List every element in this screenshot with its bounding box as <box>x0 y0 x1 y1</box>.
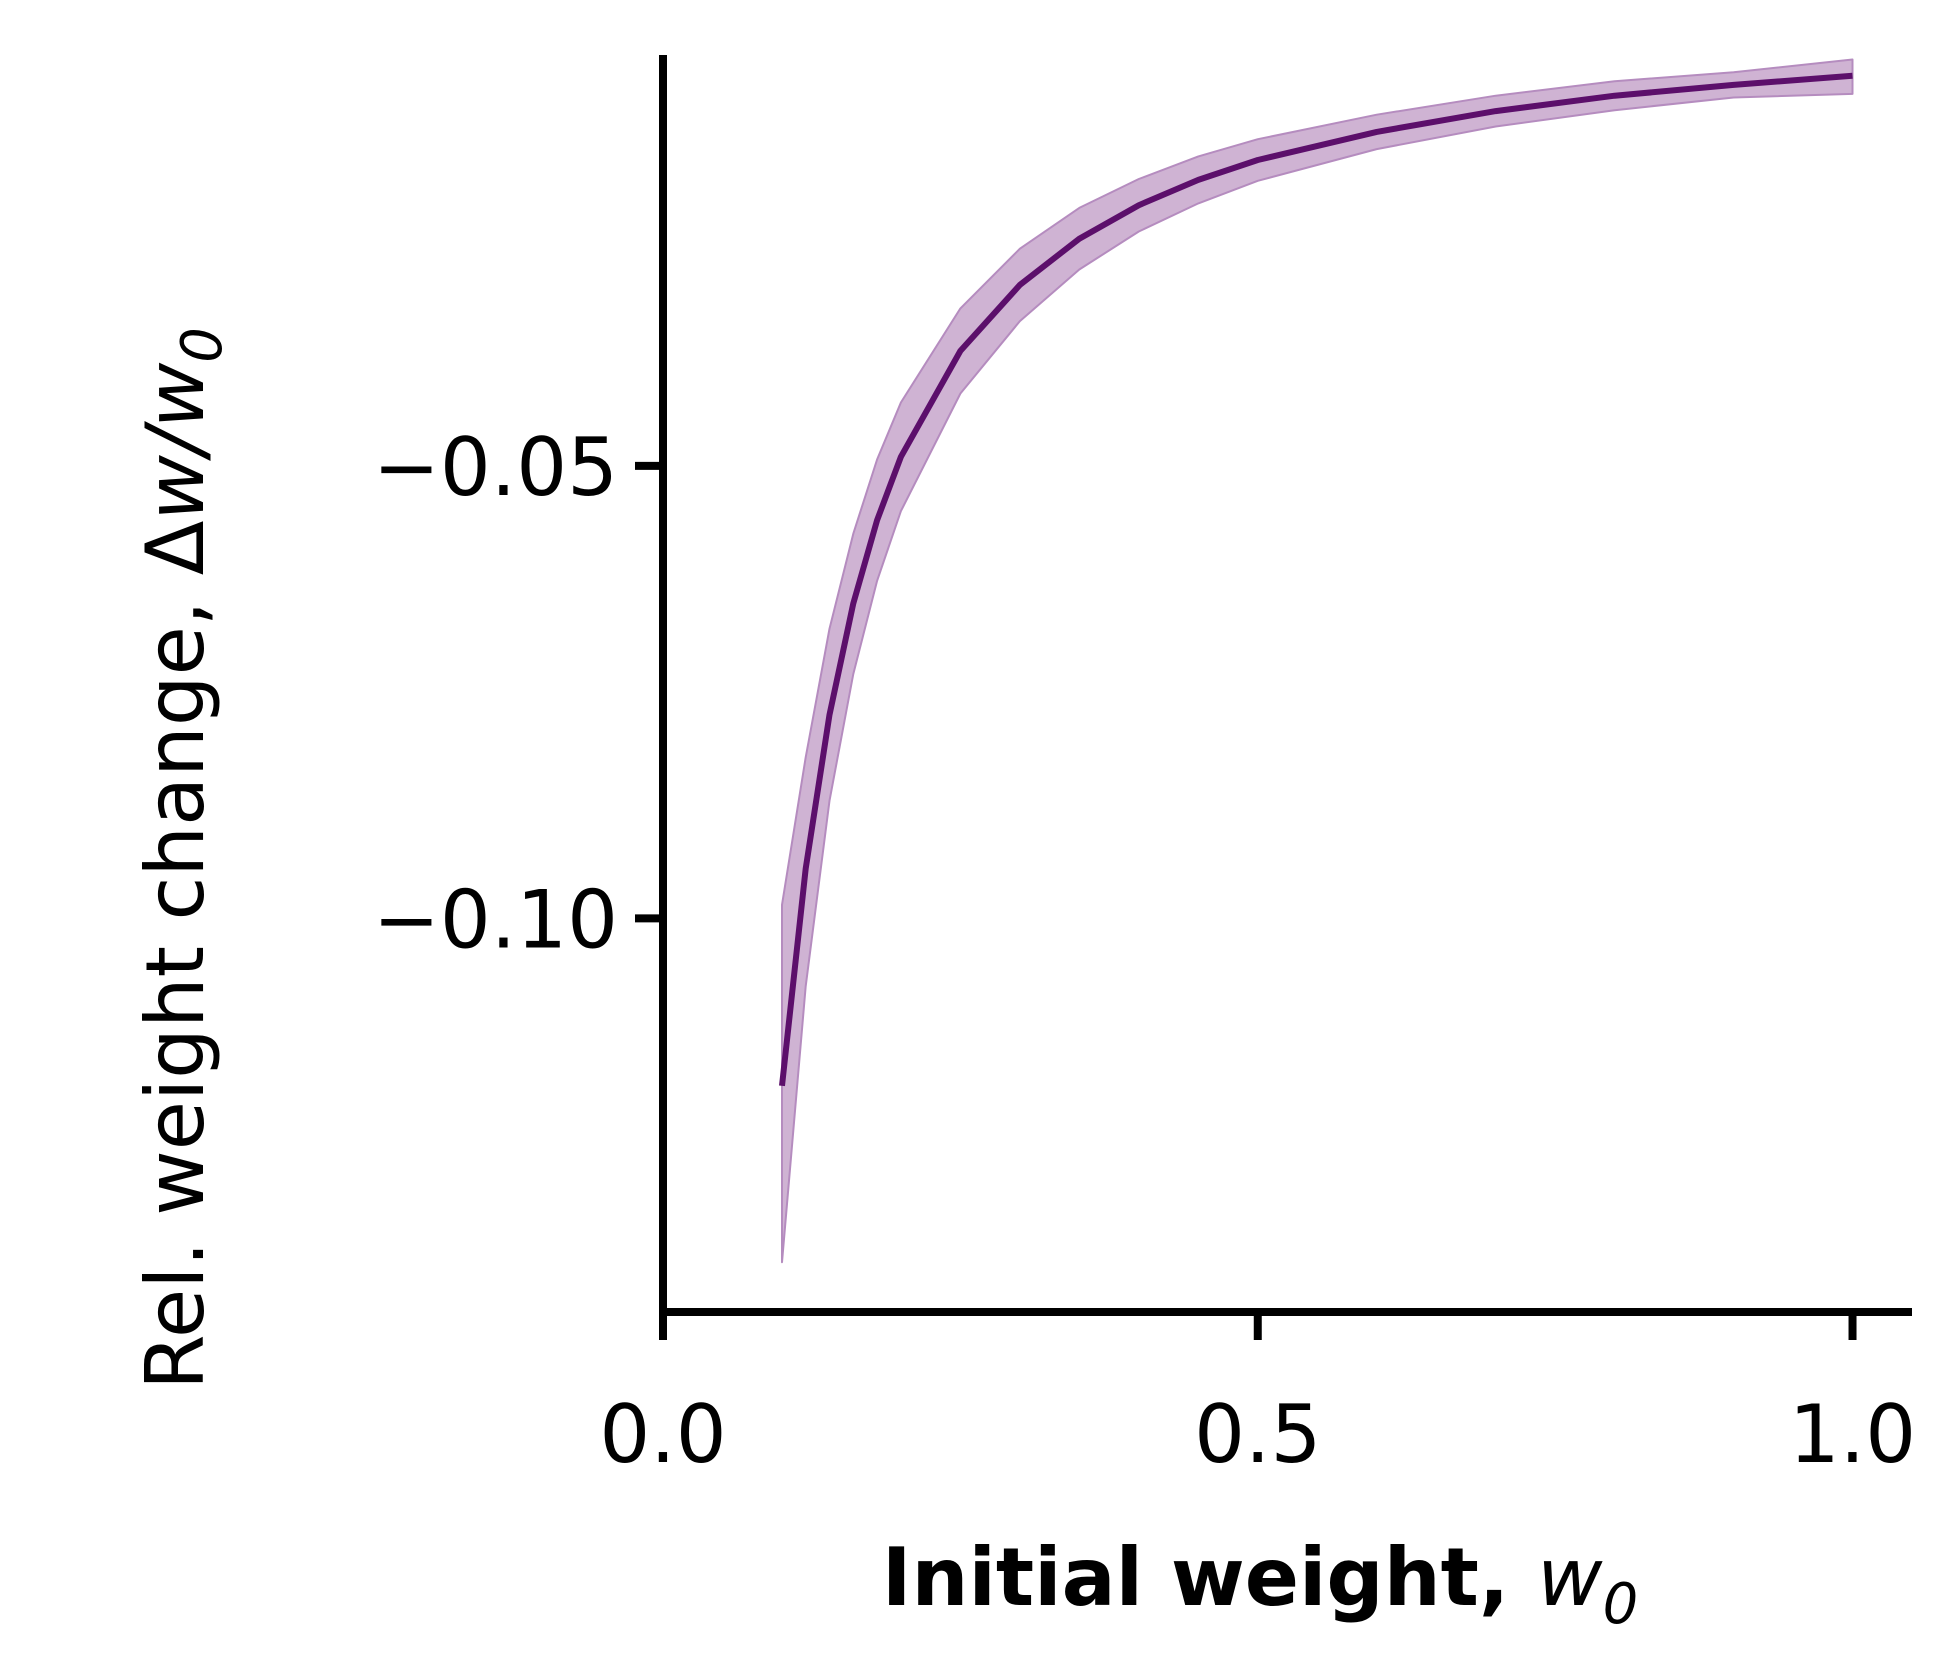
y-axis-label-subscript: 0 <box>170 327 235 363</box>
series-line-0 <box>779 72 1853 1087</box>
y-axis-label-text: Rel. weight change, Δ <box>129 520 222 1390</box>
x-axis-label-subscript: 0 <box>1603 1572 1639 1637</box>
y-tick-label: −0.10 <box>373 873 618 966</box>
y-axis-label: Rel. weight change, Δw/w0 <box>129 327 235 1390</box>
x-axis-label-text: Initial weight, <box>882 1531 1537 1624</box>
y-tick-label: −0.05 <box>373 421 618 514</box>
x-tick-label: 1.0 <box>1789 1388 1916 1481</box>
confidence-band-0 <box>781 58 1854 1264</box>
axes <box>659 55 1912 1316</box>
ticks: 0.0 0.5 1.0 −0.05 −0.10 <box>373 421 1916 1481</box>
x-tick-label: 0.5 <box>1194 1388 1321 1481</box>
y-axis-label-rest: /w <box>129 362 222 461</box>
x-axis-label: Initial weight, w0 <box>882 1531 1638 1637</box>
y-axis-label-symbol: w <box>129 455 222 521</box>
x-axis-label-symbol: w <box>1537 1531 1603 1624</box>
x-tick-label: 0.0 <box>599 1388 726 1481</box>
plot-area <box>779 58 1854 1264</box>
